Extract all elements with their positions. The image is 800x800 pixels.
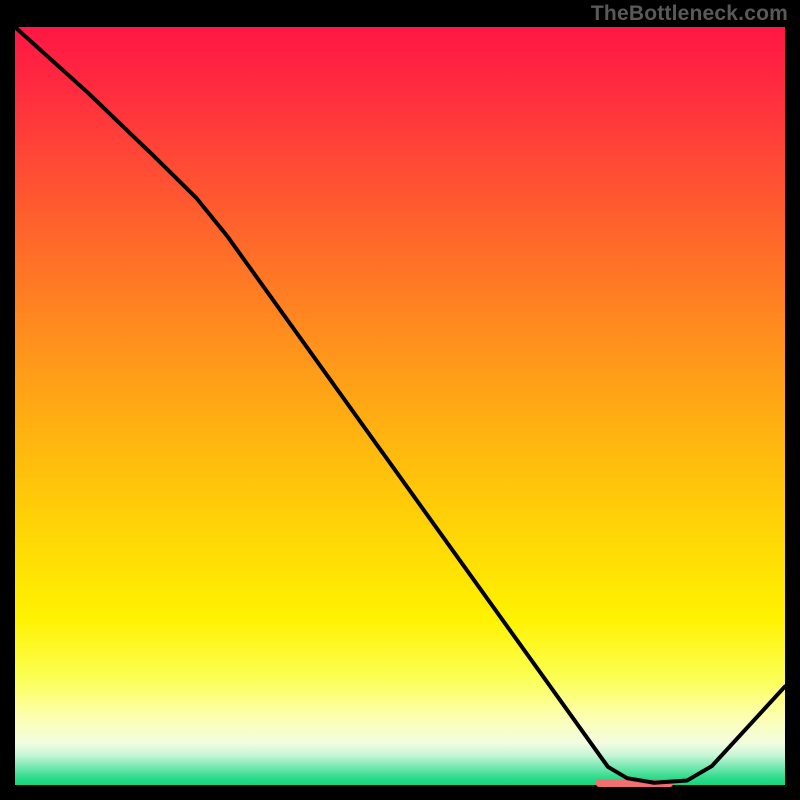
- plot-area: [15, 27, 785, 785]
- watermark-text: TheBottleneck.com: [591, 2, 788, 26]
- bottleneck-curve: [15, 27, 785, 785]
- chart-container: TheBottleneck.com: [0, 0, 800, 800]
